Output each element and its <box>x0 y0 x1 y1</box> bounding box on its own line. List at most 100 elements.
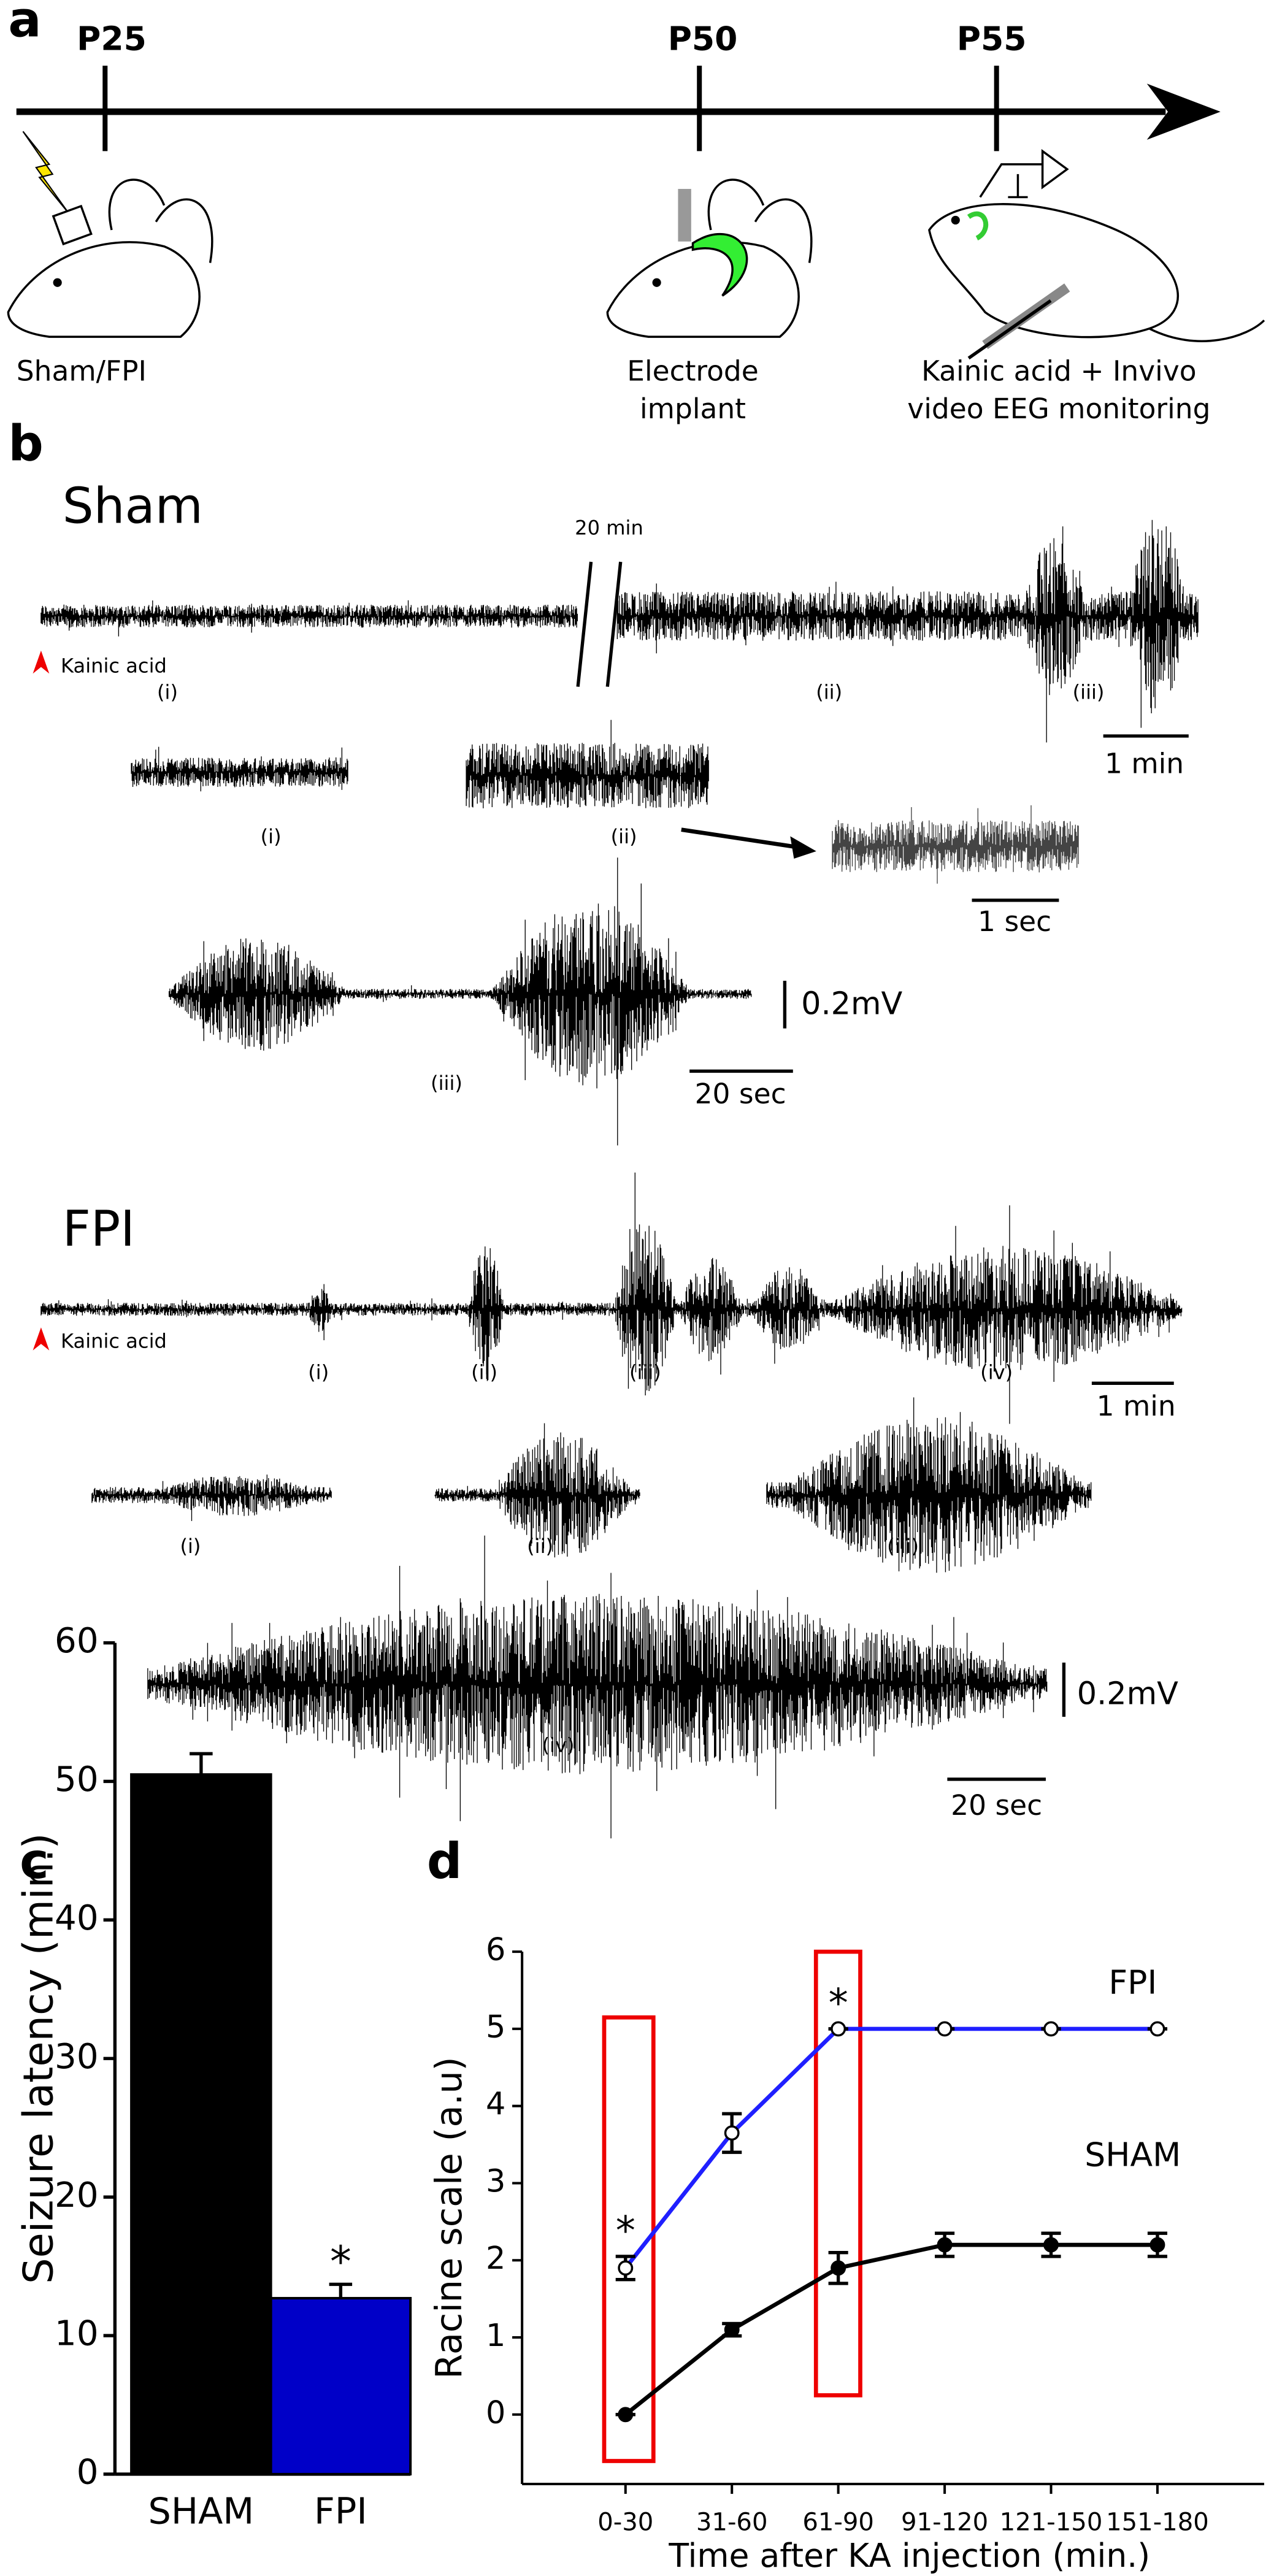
labels: a b c d P25 P50 P55 Sham/FPI Electrode i… <box>8 0 1210 1890</box>
mouse <box>928 148 1265 360</box>
marker-label: Kainic acid <box>61 654 167 677</box>
segment-label: (i) <box>308 1360 329 1384</box>
segment-label: (ii) <box>527 1535 553 1558</box>
x-tick-label: 121-150 <box>1000 2508 1103 2536</box>
series-label: FPI <box>1108 1963 1157 2001</box>
y-tick-label: 6 <box>486 1931 505 1968</box>
highlight-box <box>813 1949 862 2398</box>
segment-label: (ii) <box>471 1360 497 1384</box>
point <box>937 2021 953 2037</box>
caption: implant <box>640 393 746 425</box>
eeg-trace <box>169 857 752 1146</box>
eeg-traces <box>40 519 1199 1839</box>
point <box>1043 2021 1059 2037</box>
segment-label: (i) <box>157 680 178 703</box>
trace-title: FPI <box>63 1200 135 1257</box>
x-tick-label: SHAM <box>148 2490 255 2532</box>
ka-marker <box>33 1327 50 1351</box>
arrow <box>681 827 802 850</box>
bar <box>269 2297 412 2475</box>
scale-label: 20 sec <box>951 1789 1042 1822</box>
eeg-trace <box>91 1474 332 1521</box>
y-tick-label: 20 <box>55 2175 99 2215</box>
scale-label: 20 sec <box>695 1078 786 1110</box>
timeline-arrow <box>1146 83 1221 140</box>
ka-marker <box>33 650 50 674</box>
point <box>1043 2237 1059 2253</box>
eeg-trace <box>616 519 1199 743</box>
point <box>831 2021 846 2037</box>
trace-title: Sham <box>63 477 203 534</box>
scale-label: 1 min <box>1097 1390 1176 1422</box>
series-line <box>624 2242 1157 2417</box>
segment-label: (iv) <box>980 1360 1013 1384</box>
y-tick-label: 2 <box>486 2240 505 2276</box>
y-tick-label: 3 <box>486 2163 505 2199</box>
panel-label: c <box>20 1832 49 1890</box>
y-tick-label: 30 <box>55 2037 99 2077</box>
y-tick-label: 1 <box>486 2317 505 2353</box>
scale-label: 0.2mV <box>801 985 902 1021</box>
break-mark <box>605 561 623 687</box>
series-label: SHAM <box>1084 2136 1181 2174</box>
timepoint: P25 <box>77 20 147 58</box>
point <box>831 2260 846 2276</box>
segment-label: (i) <box>180 1535 201 1558</box>
caption: video EEG monitoring <box>907 393 1210 425</box>
eeg-trace <box>466 719 709 808</box>
eeg-trace <box>434 1423 640 1558</box>
segment-label: (iii) <box>629 1360 661 1384</box>
panel-label: b <box>8 415 43 472</box>
y-tick-label: 40 <box>55 1898 99 1938</box>
eeg-trace <box>40 1172 1183 1424</box>
series-line <box>624 2026 1157 2269</box>
point <box>1149 2021 1165 2037</box>
scale-label: 1 sec <box>978 905 1051 938</box>
x-tick-label: 91-120 <box>901 2508 988 2536</box>
panel-label: a <box>8 0 41 48</box>
marker-label: Kainic acid <box>61 1329 167 1352</box>
x-tick-label: 151-180 <box>1106 2508 1209 2536</box>
timepoint: P50 <box>668 20 738 58</box>
break-mark <box>576 561 593 687</box>
mouse-head <box>606 178 813 338</box>
arrow-head <box>790 836 816 859</box>
highlight-box <box>602 2015 656 2463</box>
significance: * <box>829 1980 848 2026</box>
eeg-trace <box>40 600 578 637</box>
point <box>618 2260 634 2276</box>
segment-label: (iii) <box>1073 680 1105 703</box>
y-tick-label: 10 <box>55 2314 99 2354</box>
eeg-trace <box>832 805 1079 884</box>
x-tick-label: FPI <box>314 2490 367 2532</box>
y-tick-label: 60 <box>55 1621 99 1661</box>
panel-label: d <box>427 1832 462 1890</box>
segment-label: (iv) <box>542 1733 575 1757</box>
caption: Kainic acid + Invivo <box>921 355 1196 388</box>
scale-label: 0.2mV <box>1077 1675 1178 1711</box>
y-tick-label: 4 <box>486 2086 505 2122</box>
point <box>724 2125 740 2141</box>
point <box>1149 2237 1165 2253</box>
y-axis-label: Seizure latency (min.) <box>14 1833 62 2284</box>
point <box>618 2407 634 2423</box>
caption: Electrode <box>627 355 759 388</box>
significance: * <box>330 2237 351 2287</box>
scale-label: 1 min <box>1105 748 1184 780</box>
x-axis-label: Time after KA injection (min.) <box>668 2536 1150 2575</box>
y-axis-label: Racine scale (a.u) <box>428 2057 470 2379</box>
x-tick-label: 31-60 <box>696 2508 768 2536</box>
segment-label: (iii) <box>887 1535 919 1558</box>
point <box>724 2321 740 2337</box>
point <box>937 2237 953 2253</box>
bar <box>130 1773 272 2475</box>
segment-label: (ii) <box>611 825 637 848</box>
segment-label: (i) <box>261 825 282 848</box>
eeg-trace <box>766 1397 1092 1573</box>
caption: Sham/FPI <box>17 355 147 388</box>
y-tick-label: 50 <box>55 1760 99 1800</box>
drawings <box>7 66 1265 2463</box>
eeg-trace <box>131 746 348 792</box>
y-tick-label: 0 <box>77 2453 99 2493</box>
